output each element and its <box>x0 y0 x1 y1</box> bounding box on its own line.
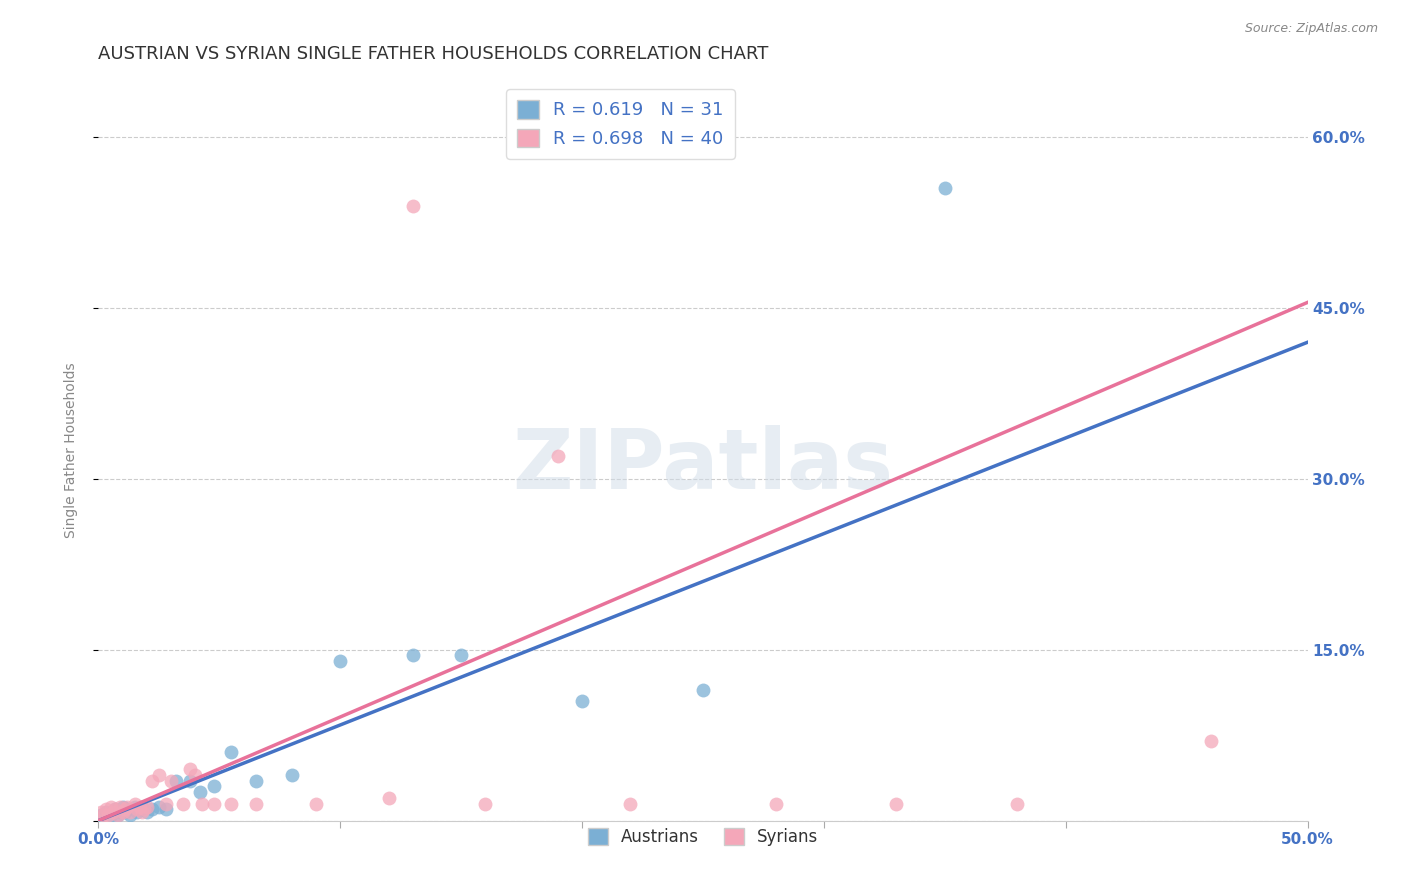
Point <box>127 805 149 819</box>
Point <box>188 785 211 799</box>
Point <box>204 797 226 811</box>
Point <box>571 694 593 708</box>
Point <box>100 800 122 814</box>
Point <box>221 797 243 811</box>
Point <box>90 805 112 819</box>
Point <box>107 808 129 822</box>
Point <box>1199 734 1222 748</box>
Point <box>172 797 194 811</box>
Point <box>104 802 127 816</box>
Point <box>245 797 267 811</box>
Point <box>118 805 141 819</box>
Text: AUSTRIAN VS SYRIAN SINGLE FATHER HOUSEHOLDS CORRELATION CHART: AUSTRIAN VS SYRIAN SINGLE FATHER HOUSEHO… <box>98 45 769 63</box>
Point <box>111 805 134 819</box>
Point <box>160 773 183 788</box>
Point <box>221 745 243 759</box>
Point <box>692 682 714 697</box>
Point <box>329 654 352 668</box>
Point <box>155 797 177 811</box>
Point <box>281 768 304 782</box>
Point <box>179 773 201 788</box>
Point <box>108 805 131 819</box>
Point <box>184 768 207 782</box>
Point <box>124 797 146 811</box>
Point <box>90 808 112 822</box>
Point <box>107 808 129 822</box>
Point <box>934 181 956 195</box>
Point <box>886 797 908 811</box>
Point <box>377 790 399 805</box>
Point <box>131 805 153 819</box>
Point <box>191 797 214 811</box>
Point <box>128 800 150 814</box>
Point <box>141 773 163 788</box>
Point <box>131 800 153 814</box>
Legend: Austrians, Syrians: Austrians, Syrians <box>581 822 825 853</box>
Point <box>94 802 117 816</box>
Point <box>305 797 328 811</box>
Point <box>141 802 163 816</box>
Point <box>118 808 141 822</box>
Point <box>245 773 267 788</box>
Point <box>108 800 131 814</box>
Point <box>179 763 201 777</box>
Point <box>547 449 569 463</box>
Point <box>111 800 134 814</box>
Point <box>765 797 787 811</box>
Point <box>402 648 425 663</box>
Point <box>1007 797 1029 811</box>
Text: ZIPatlas: ZIPatlas <box>513 425 893 506</box>
Point <box>135 805 157 819</box>
Point <box>402 198 425 212</box>
Point <box>117 800 139 814</box>
Point <box>155 802 177 816</box>
Text: Source: ZipAtlas.com: Source: ZipAtlas.com <box>1244 22 1378 36</box>
Point <box>165 773 187 788</box>
Point <box>148 800 170 814</box>
Point <box>124 800 146 814</box>
Y-axis label: Single Father Households: Single Father Households <box>63 363 77 538</box>
Point <box>128 802 150 816</box>
Point <box>450 648 472 663</box>
Point <box>94 805 117 819</box>
Point <box>117 802 139 816</box>
Point <box>204 780 226 794</box>
Point <box>114 805 136 819</box>
Point <box>114 802 136 816</box>
Point <box>134 802 156 816</box>
Point <box>148 768 170 782</box>
Point <box>135 800 157 814</box>
Point <box>91 808 114 822</box>
Point <box>619 797 641 811</box>
Point <box>104 802 127 816</box>
Point <box>474 797 496 811</box>
Point <box>97 808 120 822</box>
Point <box>127 802 149 816</box>
Point <box>100 808 122 822</box>
Point <box>101 805 124 819</box>
